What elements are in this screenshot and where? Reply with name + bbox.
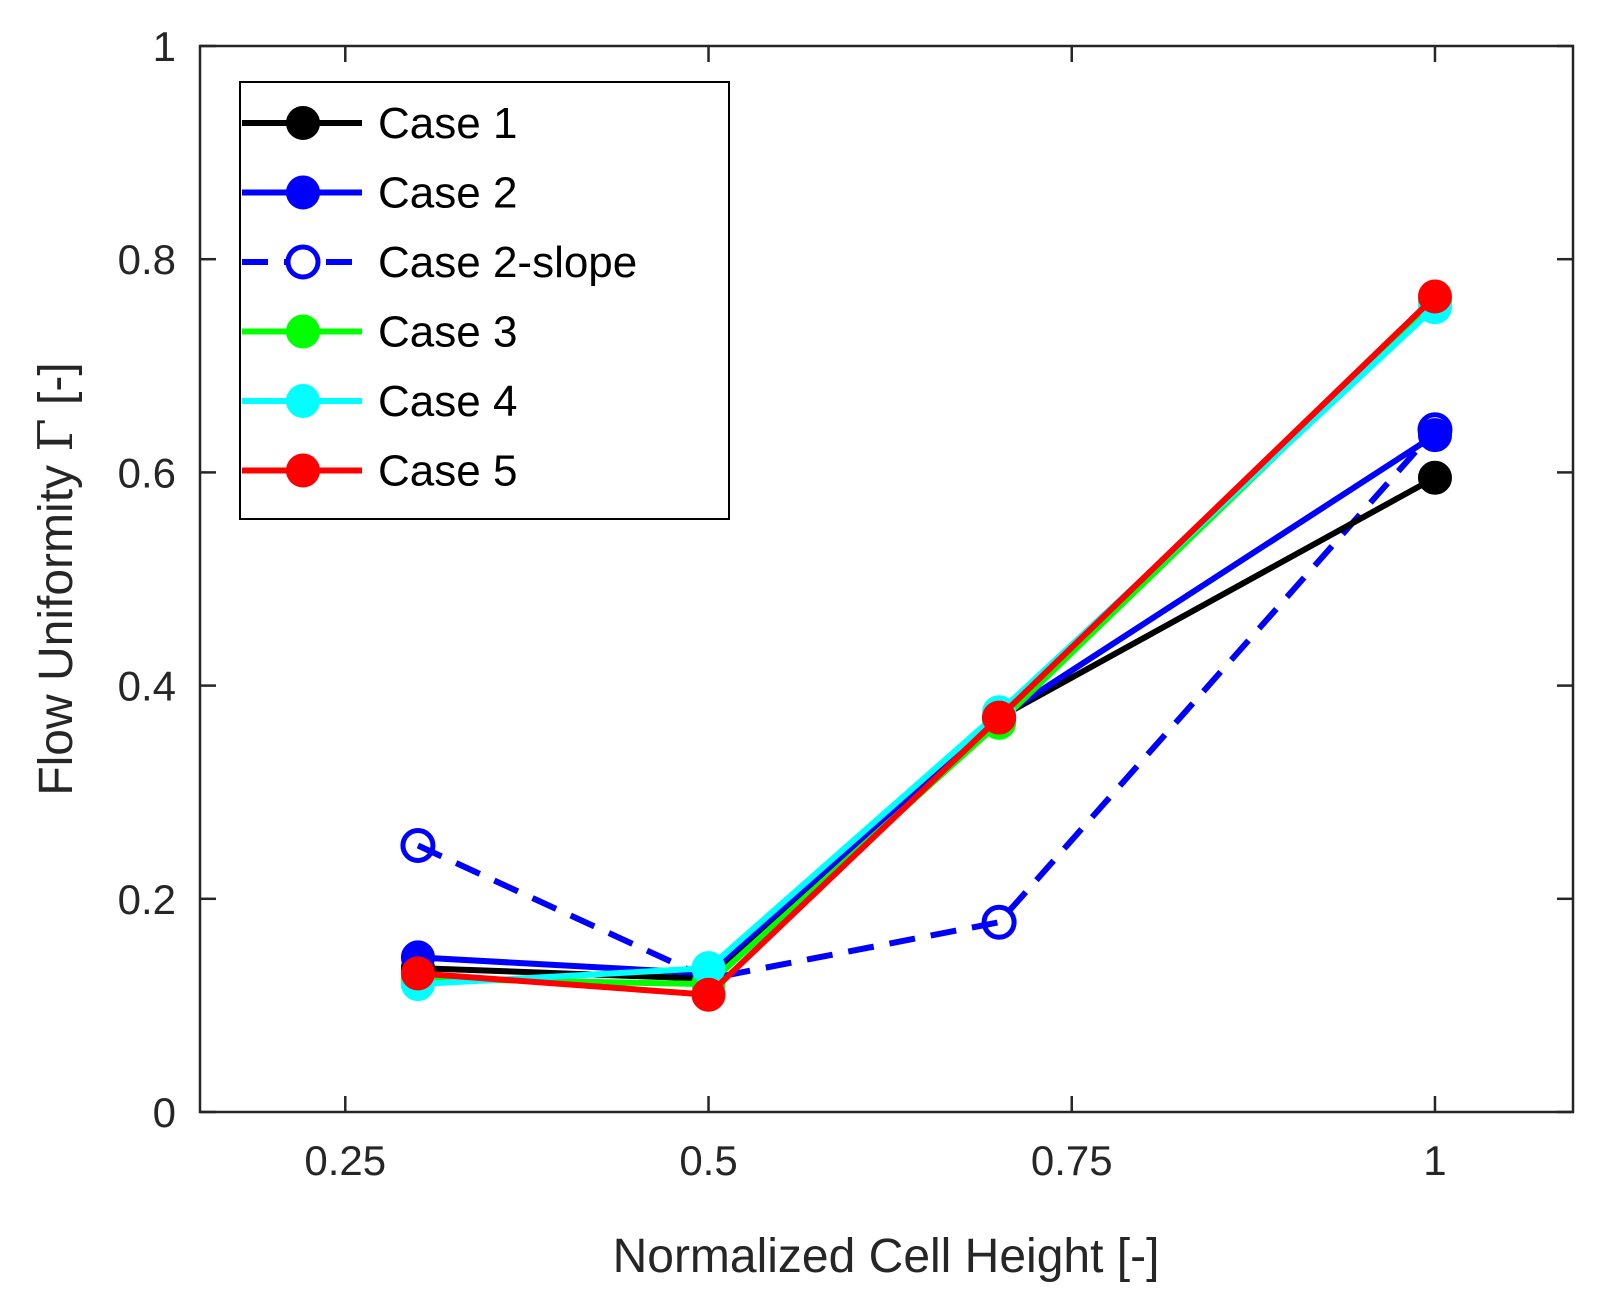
data-point-case-5 bbox=[691, 977, 726, 1012]
y-tick-label: 0.2 bbox=[118, 876, 176, 923]
y-tick-label: 0.6 bbox=[118, 449, 176, 496]
data-point-case-5 bbox=[400, 956, 435, 991]
legend-swatch-marker bbox=[286, 314, 320, 349]
x-tick-label: 1 bbox=[1423, 1137, 1446, 1184]
y-axis-title: Flow Uniformity Γ [-] bbox=[28, 362, 84, 795]
x-tick-label: 0.25 bbox=[304, 1137, 386, 1184]
data-point-case-2-slope bbox=[400, 828, 436, 863]
legend-label: Case 1 bbox=[378, 99, 517, 148]
y-axis-title-suffix: [-] bbox=[30, 362, 83, 418]
legend-label: Case 2-slope bbox=[378, 238, 637, 287]
data-point-case-5 bbox=[1417, 279, 1452, 314]
series-line-case-2 bbox=[417, 432, 1437, 977]
legend-item-case-2: Case 2 bbox=[242, 169, 517, 218]
data-point-case-2 bbox=[1417, 418, 1452, 453]
legend-item-case-4: Case 4 bbox=[242, 377, 517, 426]
series-line-case-5 bbox=[417, 294, 1438, 998]
data-point-case-2-slope bbox=[981, 904, 1017, 940]
legend-swatch-marker bbox=[286, 106, 320, 140]
tick-layer: 0.25 0.5 0.75 1 0 0.2 0.4 0.6 0.8 1 bbox=[118, 23, 1573, 1184]
legend-swatch-marker bbox=[286, 453, 320, 488]
legend-label: Case 3 bbox=[378, 308, 517, 357]
y-axis-title-prefix: Flow Uniformity bbox=[30, 452, 83, 796]
legend-label: Case 2 bbox=[378, 169, 517, 218]
legend-box bbox=[239, 81, 730, 520]
legend-swatch-marker bbox=[286, 384, 320, 418]
legend-label: Case 4 bbox=[378, 377, 517, 426]
legend: Case 1 Case 2 Case 2-slope Case 3 Case 4 Case… bbox=[239, 81, 730, 520]
series-case-5 bbox=[400, 279, 1452, 1012]
data-point-case-1 bbox=[1417, 460, 1452, 495]
y-tick-label: 1 bbox=[153, 23, 176, 70]
y-tick-label: 0.4 bbox=[118, 663, 176, 710]
legend-swatch-marker bbox=[286, 175, 320, 210]
x-tick-label: 0.5 bbox=[679, 1137, 737, 1184]
y-axis-title-symbol: Γ bbox=[28, 418, 84, 451]
series-layer bbox=[400, 279, 1453, 1012]
series-line-case-2-slope bbox=[416, 427, 1438, 982]
y-tick-label: 0.8 bbox=[118, 236, 176, 283]
data-point-case-5 bbox=[982, 700, 1017, 735]
legend-item-case-2-slope: Case 2-slope bbox=[242, 238, 637, 287]
x-axis-title: Normalized Cell Height [-] bbox=[613, 1230, 1160, 1283]
x-tick-label: 0.75 bbox=[1031, 1137, 1113, 1184]
y-tick-label: 0 bbox=[153, 1089, 176, 1136]
axes-box bbox=[198, 44, 1575, 1114]
legend-item-case-5: Case 5 bbox=[242, 447, 517, 496]
legend-swatch-marker bbox=[285, 244, 321, 280]
legend-item-case-3: Case 3 bbox=[242, 308, 517, 357]
legend-label: Case 5 bbox=[378, 447, 517, 496]
legend-item-case-1: Case 1 bbox=[242, 99, 517, 148]
